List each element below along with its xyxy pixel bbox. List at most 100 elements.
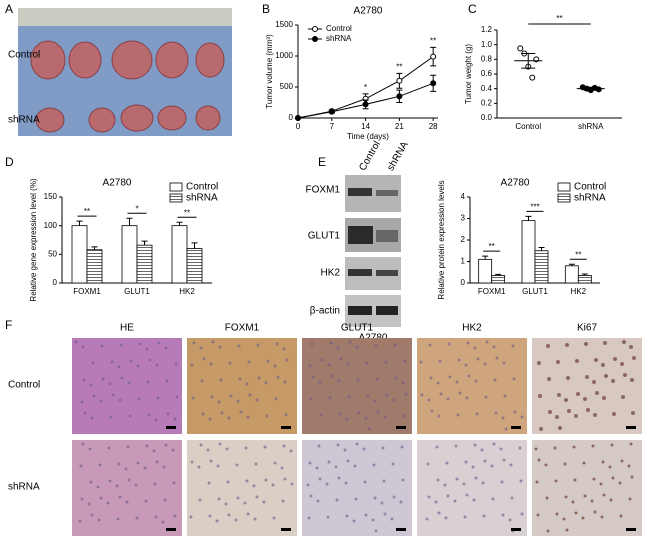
cell bbox=[383, 512, 387, 516]
error-bar bbox=[525, 215, 532, 221]
cell bbox=[628, 497, 632, 501]
y-tick-label: 1500 bbox=[275, 20, 293, 29]
cell bbox=[367, 427, 371, 431]
cell bbox=[593, 510, 597, 514]
cell bbox=[216, 464, 220, 468]
cell bbox=[448, 375, 452, 379]
cell bbox=[100, 344, 104, 348]
cell bbox=[613, 357, 617, 361]
ihc-image bbox=[187, 338, 297, 434]
cell bbox=[492, 345, 496, 349]
cell bbox=[346, 459, 350, 463]
cell bbox=[512, 377, 516, 381]
cell bbox=[107, 446, 111, 450]
cell bbox=[82, 378, 86, 382]
cell bbox=[198, 498, 202, 502]
y-axis-label: Relative protein expression levels bbox=[437, 180, 446, 299]
cell bbox=[553, 446, 557, 450]
cell bbox=[473, 346, 477, 350]
scale-bar bbox=[396, 528, 406, 531]
cell bbox=[535, 480, 539, 484]
cell bbox=[117, 365, 121, 369]
cell bbox=[337, 476, 341, 480]
cell bbox=[576, 392, 580, 396]
cell bbox=[272, 516, 276, 520]
chart-title: A2780 bbox=[103, 178, 132, 189]
panel-letter: A bbox=[5, 2, 13, 16]
cell bbox=[319, 413, 323, 417]
cell bbox=[318, 477, 322, 481]
cell bbox=[356, 378, 360, 382]
cell bbox=[376, 410, 380, 414]
cell bbox=[166, 412, 170, 416]
x-tick-label: 7 bbox=[330, 122, 335, 131]
cell bbox=[135, 516, 139, 520]
legend-swatch bbox=[169, 182, 183, 192]
cell bbox=[89, 480, 93, 484]
ihc-image bbox=[417, 338, 527, 434]
cell bbox=[402, 414, 406, 418]
cell bbox=[134, 483, 138, 487]
cell bbox=[385, 393, 389, 397]
cell bbox=[495, 356, 499, 360]
scale-bar bbox=[626, 426, 636, 429]
cell bbox=[608, 465, 612, 469]
legend-marker bbox=[312, 26, 318, 32]
cell bbox=[513, 410, 517, 414]
cell bbox=[364, 513, 368, 517]
legend-swatch bbox=[557, 182, 571, 192]
cell bbox=[234, 518, 238, 522]
cell bbox=[583, 494, 587, 498]
cell bbox=[595, 391, 599, 395]
cell bbox=[502, 361, 506, 365]
significance: ** bbox=[84, 207, 90, 216]
cell bbox=[604, 374, 608, 378]
cell bbox=[90, 416, 94, 420]
x-tick-label: 14 bbox=[361, 122, 370, 131]
cell bbox=[375, 377, 379, 381]
y-tick-label: 1000 bbox=[275, 51, 293, 60]
error-bar bbox=[568, 263, 575, 266]
cell bbox=[444, 516, 448, 520]
cell bbox=[353, 464, 357, 468]
cell bbox=[445, 461, 449, 465]
cell bbox=[536, 513, 540, 517]
cell bbox=[206, 448, 210, 452]
cell bbox=[225, 447, 229, 451]
cell bbox=[209, 459, 213, 463]
cell bbox=[631, 411, 635, 415]
cell bbox=[511, 344, 515, 348]
cell bbox=[211, 340, 215, 344]
cell bbox=[554, 479, 558, 483]
cell bbox=[327, 363, 331, 367]
x-tick-label: 0 bbox=[296, 122, 301, 131]
cell bbox=[437, 414, 441, 418]
x-tick-label: GLUT1 bbox=[522, 287, 548, 296]
row-label: shRNA bbox=[8, 115, 40, 126]
bar bbox=[171, 225, 188, 284]
error-bar bbox=[538, 247, 545, 251]
cell bbox=[191, 396, 195, 400]
marker bbox=[328, 108, 335, 115]
cell bbox=[510, 496, 514, 500]
error-bar bbox=[521, 52, 536, 69]
significance: ** bbox=[489, 242, 495, 251]
cell bbox=[380, 501, 384, 505]
cell bbox=[381, 446, 385, 450]
y-tick-label: 2 bbox=[461, 235, 466, 244]
cell bbox=[491, 497, 495, 501]
cell bbox=[558, 426, 562, 430]
cell bbox=[504, 427, 508, 431]
cell bbox=[126, 445, 130, 449]
cell bbox=[362, 447, 366, 451]
cell bbox=[74, 340, 78, 344]
cell bbox=[265, 414, 269, 418]
cell bbox=[493, 378, 497, 382]
cell bbox=[509, 463, 513, 467]
cell bbox=[138, 342, 142, 346]
significance: * bbox=[135, 204, 138, 213]
cell bbox=[429, 376, 433, 380]
ihc-column-label: FOXM1 bbox=[225, 323, 260, 334]
cell bbox=[462, 482, 466, 486]
cell bbox=[453, 499, 457, 503]
